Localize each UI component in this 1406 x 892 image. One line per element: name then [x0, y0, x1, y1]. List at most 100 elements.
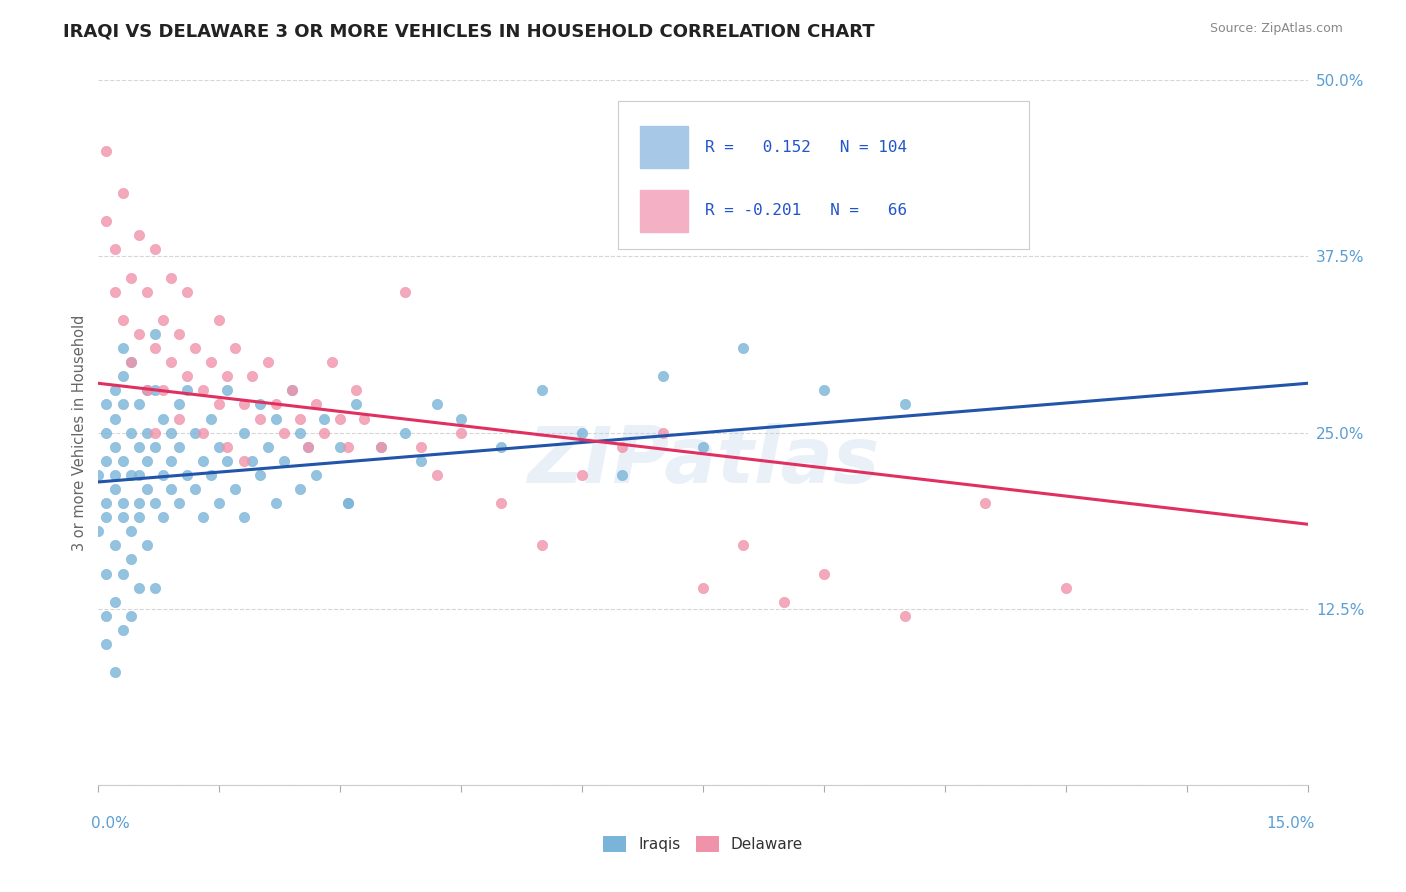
Point	[167, 411, 190, 425]
Point	[143, 496, 166, 510]
Point	[176, 467, 198, 482]
Point	[200, 411, 222, 425]
Point	[120, 608, 142, 623]
Point	[321, 355, 343, 369]
Point	[281, 384, 304, 398]
Point	[167, 397, 190, 411]
Point	[974, 496, 997, 510]
Point	[370, 440, 392, 454]
Point	[160, 454, 183, 468]
Point	[135, 454, 157, 468]
Point	[135, 482, 157, 496]
Point	[249, 411, 271, 425]
Point	[426, 397, 449, 411]
Point	[208, 313, 231, 327]
Text: R = -0.201   N =   66: R = -0.201 N = 66	[706, 203, 907, 219]
Point	[353, 411, 375, 425]
Point	[240, 369, 263, 384]
Text: R =   0.152   N = 104: R = 0.152 N = 104	[706, 140, 907, 154]
Point	[103, 285, 125, 299]
Point	[111, 566, 134, 581]
Point	[96, 214, 118, 228]
Point	[87, 524, 110, 539]
Point	[96, 496, 118, 510]
Point	[120, 467, 142, 482]
Point	[232, 397, 254, 411]
Point	[193, 384, 215, 398]
Point	[692, 581, 714, 595]
Point	[176, 369, 198, 384]
Point	[96, 608, 118, 623]
Point	[491, 440, 513, 454]
Point	[329, 411, 352, 425]
Point	[128, 467, 150, 482]
Point	[96, 144, 118, 158]
Point	[143, 425, 166, 440]
Point	[329, 440, 352, 454]
Point	[135, 538, 157, 552]
Point	[297, 440, 319, 454]
Point	[273, 454, 295, 468]
Point	[249, 397, 271, 411]
Point	[103, 384, 125, 398]
Point	[337, 496, 360, 510]
Point	[337, 496, 360, 510]
Point	[111, 397, 134, 411]
Point	[426, 467, 449, 482]
Point	[232, 510, 254, 524]
Point	[450, 425, 472, 440]
Point	[120, 425, 142, 440]
Point	[344, 397, 367, 411]
Point	[224, 482, 246, 496]
Point	[491, 496, 513, 510]
Text: IRAQI VS DELAWARE 3 OR MORE VEHICLES IN HOUSEHOLD CORRELATION CHART: IRAQI VS DELAWARE 3 OR MORE VEHICLES IN …	[63, 22, 875, 40]
Point	[176, 384, 198, 398]
Point	[217, 440, 239, 454]
Point	[193, 425, 215, 440]
Point	[96, 397, 118, 411]
Point	[217, 454, 239, 468]
Point	[184, 341, 207, 355]
FancyBboxPatch shape	[640, 189, 689, 232]
Point	[160, 482, 183, 496]
Point	[111, 341, 134, 355]
Point	[103, 538, 125, 552]
Point	[111, 623, 134, 637]
Point	[692, 440, 714, 454]
Point	[256, 440, 278, 454]
Point	[143, 341, 166, 355]
Text: ZIPatlas: ZIPatlas	[527, 423, 879, 499]
Point	[264, 411, 287, 425]
Point	[96, 566, 118, 581]
Point	[651, 425, 673, 440]
Point	[135, 425, 157, 440]
Point	[152, 411, 174, 425]
Point	[111, 496, 134, 510]
Point	[232, 425, 254, 440]
Point	[103, 440, 125, 454]
Point	[128, 496, 150, 510]
Point	[394, 285, 416, 299]
Point	[143, 384, 166, 398]
Point	[813, 566, 835, 581]
FancyBboxPatch shape	[619, 102, 1029, 250]
Point	[103, 411, 125, 425]
Point	[184, 425, 207, 440]
Legend: Iraqis, Delaware: Iraqis, Delaware	[598, 830, 808, 858]
Point	[612, 467, 634, 482]
Point	[167, 496, 190, 510]
Point	[450, 411, 472, 425]
Point	[217, 369, 239, 384]
Point	[96, 454, 118, 468]
Point	[128, 440, 150, 454]
Point	[111, 186, 134, 200]
Point	[264, 496, 287, 510]
Point	[128, 228, 150, 243]
Point	[314, 425, 336, 440]
Point	[103, 482, 125, 496]
Point	[314, 411, 336, 425]
Point	[167, 440, 190, 454]
Point	[120, 524, 142, 539]
Point	[111, 369, 134, 384]
Point	[893, 397, 915, 411]
